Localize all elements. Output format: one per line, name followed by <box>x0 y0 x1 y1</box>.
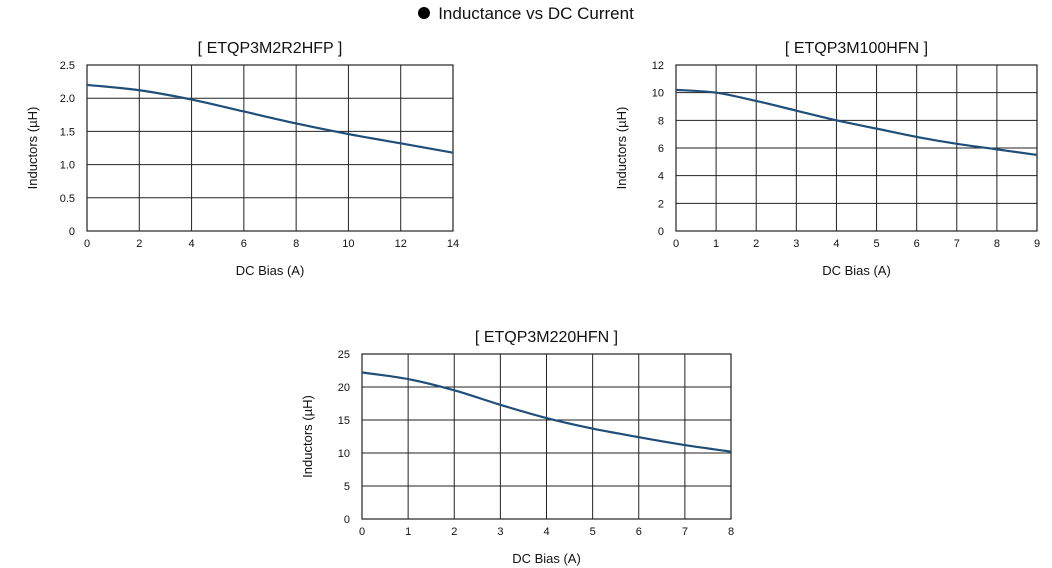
x-tick-label: 3 <box>793 238 799 250</box>
y-tick-label: 15 <box>338 415 350 427</box>
plot-frame <box>675 64 1038 232</box>
y-tick-label: 2.0 <box>60 93 75 105</box>
x-tick-label: 1 <box>713 238 719 250</box>
x-tick-label: 8 <box>728 526 734 538</box>
x-tick-label: 2 <box>136 238 142 250</box>
x-axis-label: DC Bias (A) <box>236 263 305 278</box>
y-tick-label: 1.0 <box>60 160 75 172</box>
x-tick-label: 4 <box>189 238 195 250</box>
y-tick-label: 0.5 <box>60 193 75 205</box>
y-tick-label: 20 <box>338 382 350 394</box>
y-tick-label: 0 <box>344 514 350 526</box>
x-tick-label: 4 <box>543 526 549 538</box>
y-axis-label: Inductors (µH) <box>25 107 40 190</box>
x-tick-label: 7 <box>954 238 960 250</box>
inductance-curve <box>86 83 454 154</box>
chart-title: [ ETQP3M220HFN ] <box>475 329 618 346</box>
y-tick-label: 2.5 <box>60 60 75 72</box>
x-tick-label: 1 <box>405 526 411 538</box>
x-tick-label: 2 <box>451 526 457 538</box>
bullet-icon <box>418 7 431 19</box>
x-tick-label: 0 <box>84 238 90 250</box>
x-tick-label: 2 <box>753 238 759 250</box>
x-tick-label: 8 <box>994 238 1000 250</box>
y-tick-label: 0 <box>69 226 75 238</box>
x-tick-label: 4 <box>833 238 839 250</box>
y-tick-label: 8 <box>658 115 664 127</box>
x-tick-label: 0 <box>673 238 679 250</box>
y-tick-label: 10 <box>338 448 350 460</box>
x-tick-label: 10 <box>342 238 354 250</box>
y-axis-label: Inductors (µH) <box>614 107 629 190</box>
main-title: Inductance vs DC Current <box>0 4 1052 24</box>
chart-title: [ ETQP3M100HFN ] <box>785 40 928 57</box>
main-title-text: Inductance vs DC Current <box>438 4 634 23</box>
x-tick-label: 3 <box>497 526 503 538</box>
x-tick-label: 6 <box>636 526 642 538</box>
y-tick-label: 2 <box>658 198 664 210</box>
y-tick-label: 12 <box>652 60 664 72</box>
chart-3: 0 1 2 3 4 5 6 7 8 0 5 10 15 20 25 [ ETQP3M220HFN ] DC Bi… <box>300 329 734 566</box>
y-tick-label: 5 <box>344 481 350 493</box>
chart-1: 0 2 4 6 8 10 12 14 0 0.5 1.0 1.5 2.0 2.5 [ ETQP3M2R2HF… <box>25 40 459 278</box>
plot-frame <box>361 353 732 520</box>
chart-title: [ ETQP3M2R2HFP ] <box>198 40 343 57</box>
y-tick-label: 1.5 <box>60 126 75 138</box>
plot-frame <box>86 64 454 232</box>
y-tick-label: 0 <box>658 226 664 238</box>
x-tick-label: 8 <box>293 238 299 250</box>
y-tick-label: 6 <box>658 143 664 155</box>
inductance-curve <box>675 88 1038 157</box>
y-tick-label: 10 <box>652 88 664 100</box>
x-tick-label: 5 <box>590 526 596 538</box>
x-tick-label: 6 <box>241 238 247 250</box>
x-axis-label: DC Bias (A) <box>512 551 581 566</box>
y-tick-label: 25 <box>338 349 350 361</box>
x-axis-label: DC Bias (A) <box>822 263 891 278</box>
x-tick-label: 9 <box>1034 238 1040 250</box>
x-tick-label: 14 <box>447 238 459 250</box>
x-tick-label: 0 <box>359 526 365 538</box>
y-axis-label: Inductors (µH) <box>300 395 315 478</box>
x-tick-label: 6 <box>914 238 920 250</box>
x-tick-label: 7 <box>682 526 688 538</box>
y-tick-label: 4 <box>658 171 664 183</box>
x-tick-label: 12 <box>395 238 407 250</box>
x-tick-label: 5 <box>873 238 879 250</box>
